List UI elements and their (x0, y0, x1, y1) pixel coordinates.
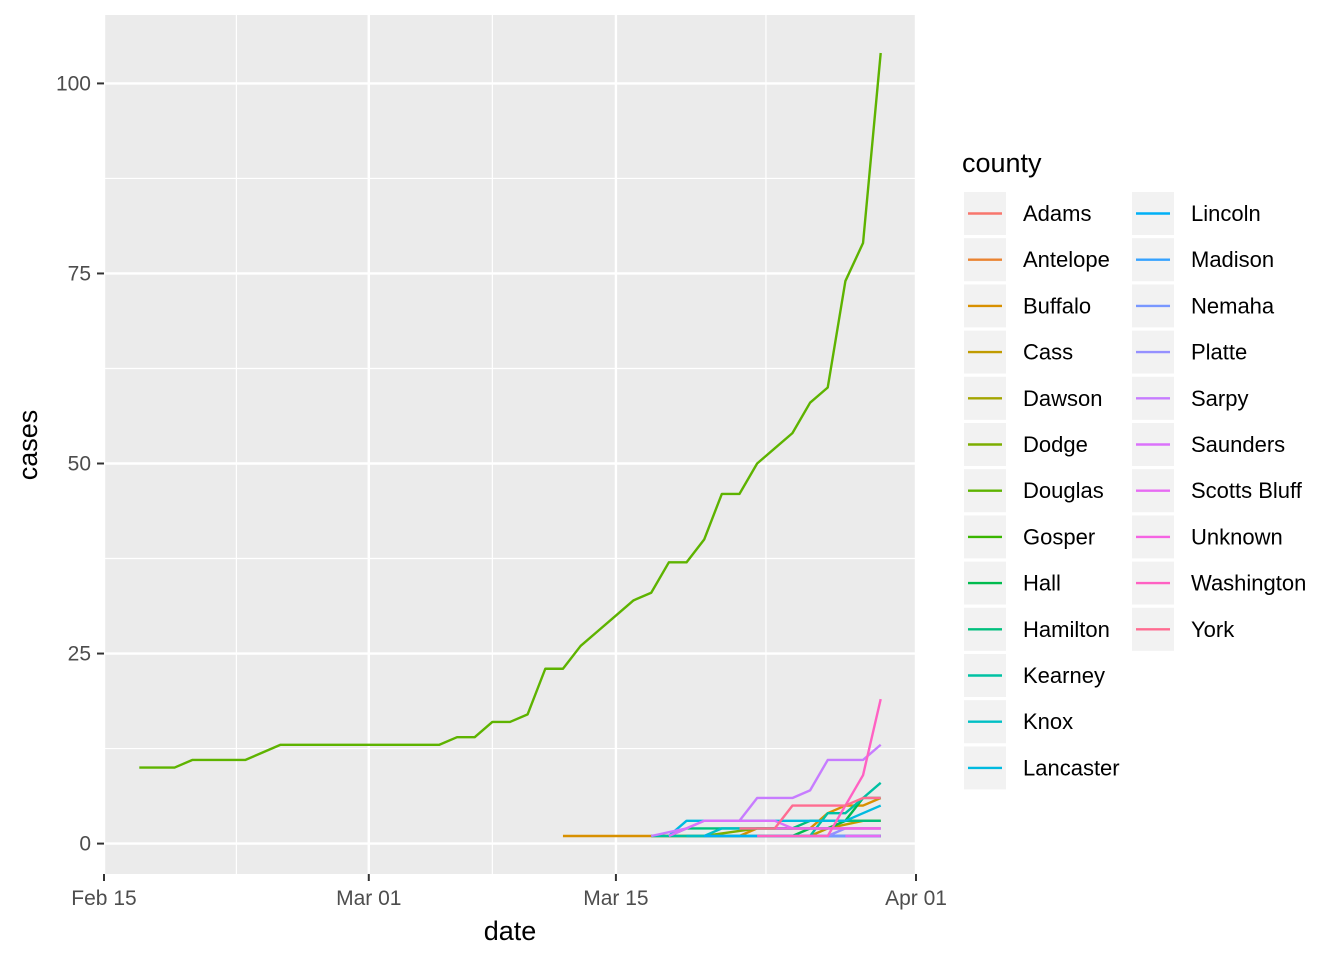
legend-label-sarpy: Sarpy (1191, 386, 1248, 411)
legend-label-saunders: Saunders (1191, 432, 1285, 457)
legend-label-kearney: Kearney (1023, 663, 1105, 688)
legend-label-madison: Madison (1191, 247, 1274, 272)
legend-label-douglas: Douglas (1023, 478, 1104, 503)
legend-label-dawson: Dawson (1023, 386, 1102, 411)
y-tick-label: 0 (79, 833, 91, 856)
legend-label-lincoln: Lincoln (1191, 201, 1261, 226)
series-layer (139, 52, 882, 838)
legend-label-buffalo: Buffalo (1023, 293, 1091, 318)
major-gridlines (102, 15, 918, 874)
legend-label-gosper: Gosper (1023, 524, 1095, 549)
x-axis: Feb 15 Mar 01 Mar 15 Apr 01 (71, 874, 947, 910)
legend: county Adams Antelope Buffalo Cass Dawson Dod… (962, 148, 1306, 790)
legend-label-adams: Adams (1023, 201, 1091, 226)
legend-label-lancaster: Lancaster (1023, 755, 1120, 780)
x-tick-label: Mar 15 (583, 887, 648, 910)
y-tick-label: 25 (68, 643, 91, 666)
legend-label-dodge: Dodge (1023, 432, 1088, 457)
x-tick-label: Mar 01 (336, 887, 401, 910)
legend-label-knox: Knox (1023, 709, 1073, 734)
legend-label-scotts-bluff: Scotts Bluff (1191, 478, 1303, 503)
legend-label-hall: Hall (1023, 571, 1061, 596)
legend-label-unknown: Unknown (1191, 524, 1283, 549)
series-line-york (739, 796, 881, 830)
y-tick-label: 50 (68, 453, 91, 476)
legend-label-hamilton: Hamilton (1023, 617, 1110, 642)
plot-panel (104, 15, 916, 874)
y-axis: 0 25 50 75 100 (56, 72, 104, 856)
legend-label-platte: Platte (1191, 340, 1247, 365)
y-tick-label: 100 (56, 72, 91, 95)
y-axis-title: cases (13, 410, 43, 481)
series-line-douglas (139, 52, 882, 769)
legend-title: county (962, 148, 1042, 178)
y-tick-label: 75 (68, 262, 91, 285)
x-tick-label: Apr 01 (885, 887, 947, 910)
legend-label-nemaha: Nemaha (1191, 293, 1275, 318)
x-tick-label: Feb 15 (71, 887, 136, 910)
legend-label-york: York (1191, 617, 1235, 642)
minor-gridlines (104, 15, 916, 874)
legend-label-antelope: Antelope (1023, 247, 1110, 272)
x-axis-title: date (484, 916, 537, 946)
series-line-washington (757, 698, 882, 838)
legend-label-washington: Washington (1191, 571, 1306, 596)
legend-label-cass: Cass (1023, 340, 1073, 365)
